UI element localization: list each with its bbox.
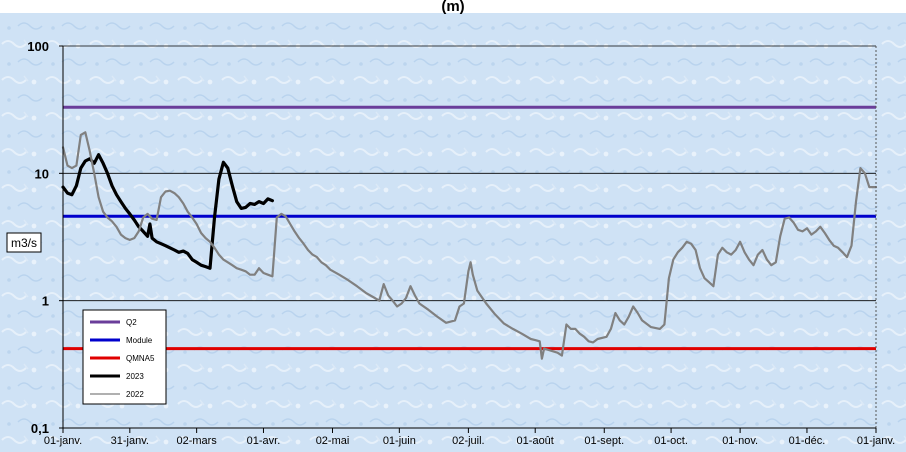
x-tick-labels: 01-janv. 31-janv. 02-mars 01-avr. 02-mai 01-j…	[44, 435, 895, 447]
x-tick-label: 01-janv.	[857, 435, 895, 447]
legend-label: 2023	[126, 372, 144, 381]
title-band	[0, 0, 906, 13]
x-tick-label: 01-oct.	[654, 435, 688, 447]
x-tick-label: 02-mai	[316, 435, 350, 447]
y-tick-label: 0,1	[31, 421, 49, 436]
x-tick-label: 01-juin	[383, 435, 416, 447]
y-tick-label: 100	[27, 39, 49, 54]
x-tick-label: 01-déc.	[789, 435, 826, 447]
series-line-2023	[61, 153, 274, 270]
legend-items: Q2 Module QMNA5 2023 2022	[90, 318, 155, 399]
y-tick-label: 1	[42, 294, 49, 309]
legend: Q2 Module QMNA5 2023 2022	[82, 309, 167, 405]
x-tick-label: 01-janv.	[44, 435, 82, 447]
y-tick-label: 10	[35, 166, 49, 181]
series-layer	[61, 105, 878, 360]
series-line-2022	[61, 131, 878, 360]
x-tick-label: 01-sept.	[584, 435, 624, 447]
y-tick-labels: 100 10 1 0,1	[27, 39, 49, 436]
x-tick-label: 01-nov.	[722, 435, 758, 447]
x-ticks	[62, 428, 877, 433]
x-tick-label: 02-mars	[176, 435, 217, 447]
x-tick-label: 01-août	[517, 435, 554, 447]
legend-label: QMNA5	[126, 354, 155, 363]
x-tick-label: 31-janv.	[111, 435, 149, 447]
legend-label: 2022	[126, 390, 144, 399]
x-tick-label: 02-juil.	[452, 435, 484, 447]
y-axis-label: m3/s	[6, 232, 42, 253]
y-axis-label-text: m3/s	[11, 236, 37, 250]
x-tick-label: 01-avr.	[247, 435, 281, 447]
legend-label: Module	[126, 336, 153, 345]
chart-title: (m)	[441, 0, 464, 15]
legend-label: Q2	[126, 318, 137, 327]
